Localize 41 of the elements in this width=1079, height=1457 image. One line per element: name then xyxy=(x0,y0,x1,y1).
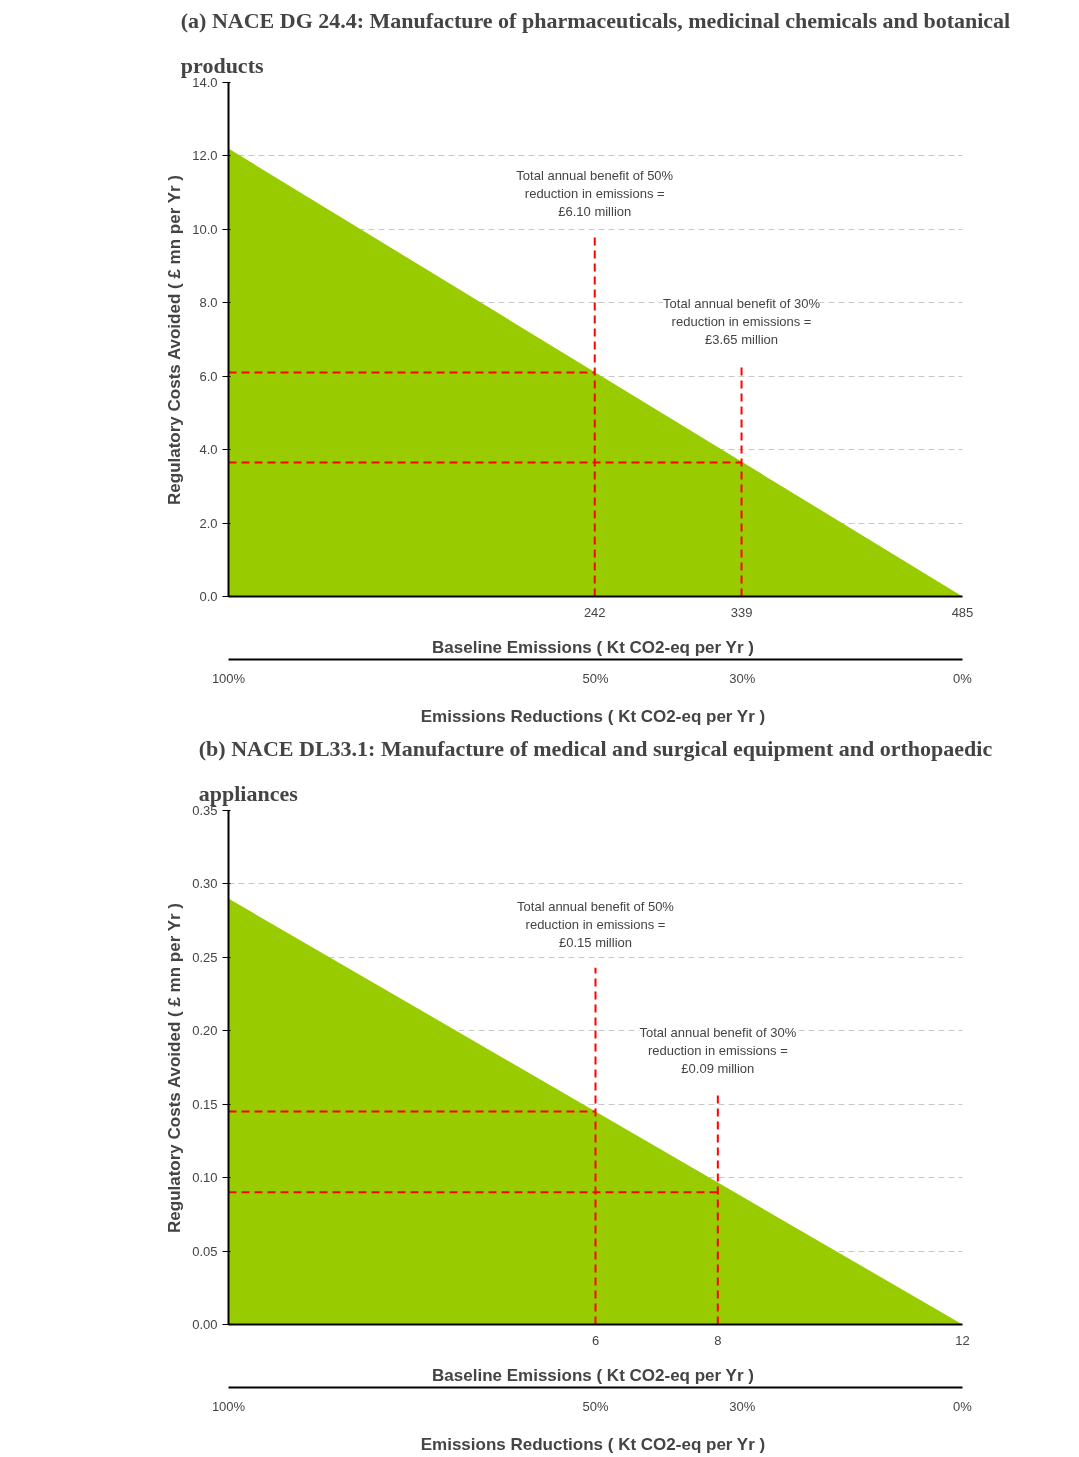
x2-axis-title: Emissions Reductions ( Kt CO2-eq per Yr ) xyxy=(420,1434,766,1454)
x2-tick-label: 0% xyxy=(953,670,973,686)
x-tick-label: 8 xyxy=(714,1332,722,1348)
chart-title: (a) NACE DG 24.4: Manufacture of pharmaceuticals, medicinal chemicals and botanical products xyxy=(180,7,1011,78)
y-tick-label: 0.05 xyxy=(192,1243,218,1259)
y-tick-label: 0.20 xyxy=(192,1023,218,1039)
annotation: Total annual benefit of 50% reduction in emissions = £0.15 million xyxy=(517,898,675,950)
x-tick-label: 485 xyxy=(951,604,974,620)
y-axis-title: Regulatory Costs Avoided ( £ mn per Yr ) xyxy=(165,902,185,1233)
y-tick-label: 8.0 xyxy=(199,295,218,311)
y-tick-label: 2.0 xyxy=(199,515,218,531)
x2-tick-label: 100% xyxy=(211,1398,246,1414)
y-tick-label: 10.0 xyxy=(192,221,218,237)
y-tick-label: 0.25 xyxy=(192,949,218,965)
x2-axis-title: Emissions Reductions ( Kt CO2-eq per Yr ) xyxy=(420,706,766,726)
x2-tick-label: 30% xyxy=(729,670,756,686)
annotation: Total annual benefit of 30% reduction in emissions = £0.09 million xyxy=(639,1024,797,1076)
chart-title: (b) NACE DL33.1: Manufacture of medical and surgical equipment and orthopaedic appliances xyxy=(198,735,993,806)
x-tick-label: 339 xyxy=(730,604,753,620)
annotation: Total annual benefit of 30% reduction in emissions = £3.65 million xyxy=(663,296,821,348)
y-tick-label: 14.0 xyxy=(192,75,218,90)
x2-tick-label: 30% xyxy=(729,1398,756,1414)
x-axis-title: Baseline Emissions ( Kt CO2-eq per Yr ) xyxy=(432,637,754,657)
y-tick-label: 6.0 xyxy=(199,368,218,384)
y-tick-label: 4.0 xyxy=(199,442,218,458)
y-tick-label: 0.30 xyxy=(192,876,218,892)
x-tick-label: 12 xyxy=(955,1332,970,1348)
x-tick-label: 242 xyxy=(583,604,606,620)
y-axis-title: Regulatory Costs Avoided ( £ mn per Yr ) xyxy=(165,174,185,505)
y-tick-label: 0.15 xyxy=(192,1096,218,1112)
x2-tick-label: 50% xyxy=(582,1398,609,1414)
y-tick-label: 0.00 xyxy=(192,1317,218,1332)
x-axis-title: Baseline Emissions ( Kt CO2-eq per Yr ) xyxy=(432,1365,754,1385)
y-tick-label: 12.0 xyxy=(192,148,218,164)
x2-tick-label: 0% xyxy=(953,1398,973,1414)
x-tick-label: 6 xyxy=(591,1332,600,1348)
y-tick-label: 0.0 xyxy=(199,589,218,604)
x2-tick-label: 100% xyxy=(211,670,246,686)
x2-tick-label: 50% xyxy=(582,670,609,686)
y-tick-label: 0.10 xyxy=(192,1170,218,1186)
annotation: Total annual benefit of 50% reduction in emissions = £6.10 million xyxy=(516,167,674,219)
